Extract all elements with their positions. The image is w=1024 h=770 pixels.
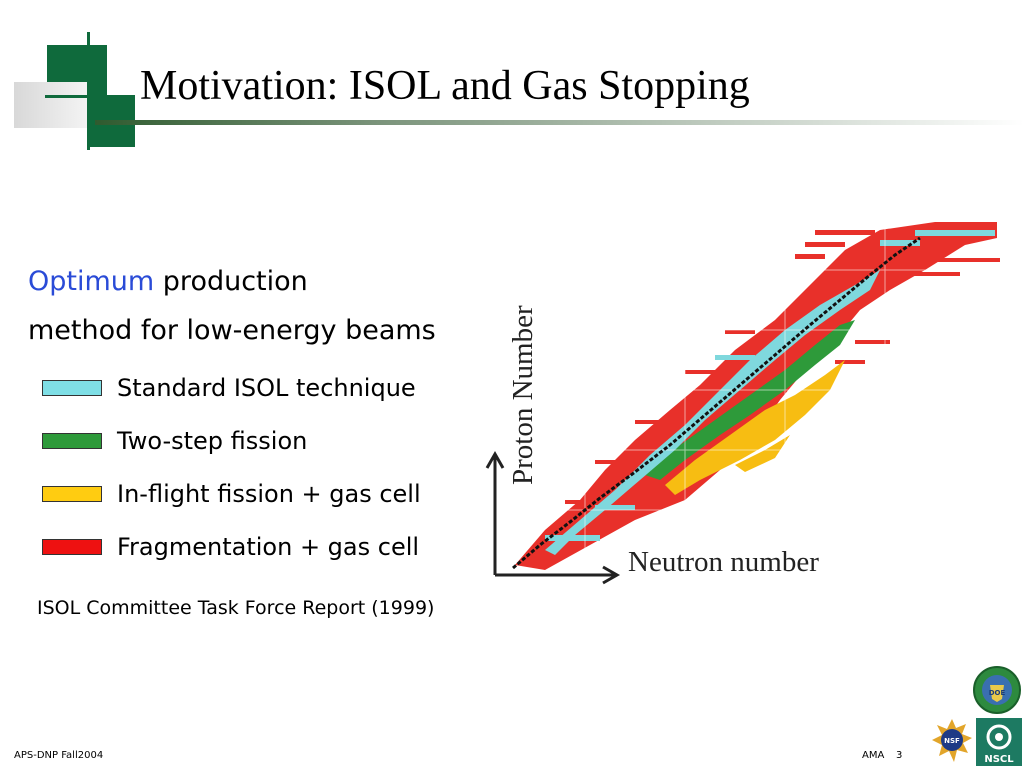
legend-item-fragmentation: Fragmentation + gas cell bbox=[42, 527, 419, 567]
chart-xlabel: Neutron number bbox=[628, 546, 819, 578]
region-isol bbox=[545, 230, 995, 555]
intro-line-2: method for low-energy beams bbox=[28, 315, 436, 346]
legend-label: Fragmentation + gas cell bbox=[117, 533, 420, 561]
footer-conference: APS-DNP Fall2004 bbox=[14, 750, 104, 761]
legend-item-two-step: Two-step fission bbox=[42, 421, 307, 461]
footer-page-number: 3 bbox=[896, 750, 903, 761]
legend-swatch bbox=[42, 380, 102, 396]
footer-author: AMA bbox=[862, 750, 885, 761]
region-two-step bbox=[645, 320, 855, 480]
legend-label: In-flight fission + gas cell bbox=[117, 480, 421, 508]
nsf-logo-text: NSF bbox=[944, 737, 960, 745]
title-decoration bbox=[0, 0, 140, 150]
region-inflight bbox=[665, 360, 845, 495]
axis-arrows bbox=[485, 450, 621, 585]
slide-title: Motivation: ISOL and Gas Stopping bbox=[140, 63, 750, 109]
legend-label: Two-step fission bbox=[117, 427, 308, 455]
nscl-logo-text: NSCL bbox=[984, 754, 1014, 765]
legend-item-inflight: In-flight fission + gas cell bbox=[42, 474, 421, 514]
stability-line bbox=[512, 236, 921, 570]
grid-lines bbox=[485, 210, 1005, 595]
nsf-logo-icon: NSF bbox=[932, 719, 972, 762]
legend-swatch bbox=[42, 486, 102, 502]
intro-highlight: Optimum bbox=[28, 266, 155, 297]
intro-rest: production bbox=[162, 266, 308, 297]
legend-label: Standard ISOL technique bbox=[117, 374, 416, 402]
title-rule bbox=[95, 120, 1024, 125]
nscl-logo-icon: NSCL bbox=[976, 718, 1022, 766]
doe-logo-text: DOE bbox=[989, 689, 1006, 697]
citation: ISOL Committee Task Force Report (1999) bbox=[37, 597, 435, 619]
doe-logo-icon: DOE bbox=[973, 666, 1021, 714]
legend-swatch bbox=[42, 539, 102, 555]
intro-line-1: Optimum production bbox=[28, 266, 308, 297]
nscl-swirl-icon: NSCL bbox=[984, 724, 1014, 765]
chart-ylabel: Proton Number bbox=[507, 305, 539, 485]
legend-swatch bbox=[42, 433, 102, 449]
legend-item-isol: Standard ISOL technique bbox=[42, 368, 416, 408]
nuclide-chart: Proton Number Neutron number bbox=[485, 210, 1005, 595]
